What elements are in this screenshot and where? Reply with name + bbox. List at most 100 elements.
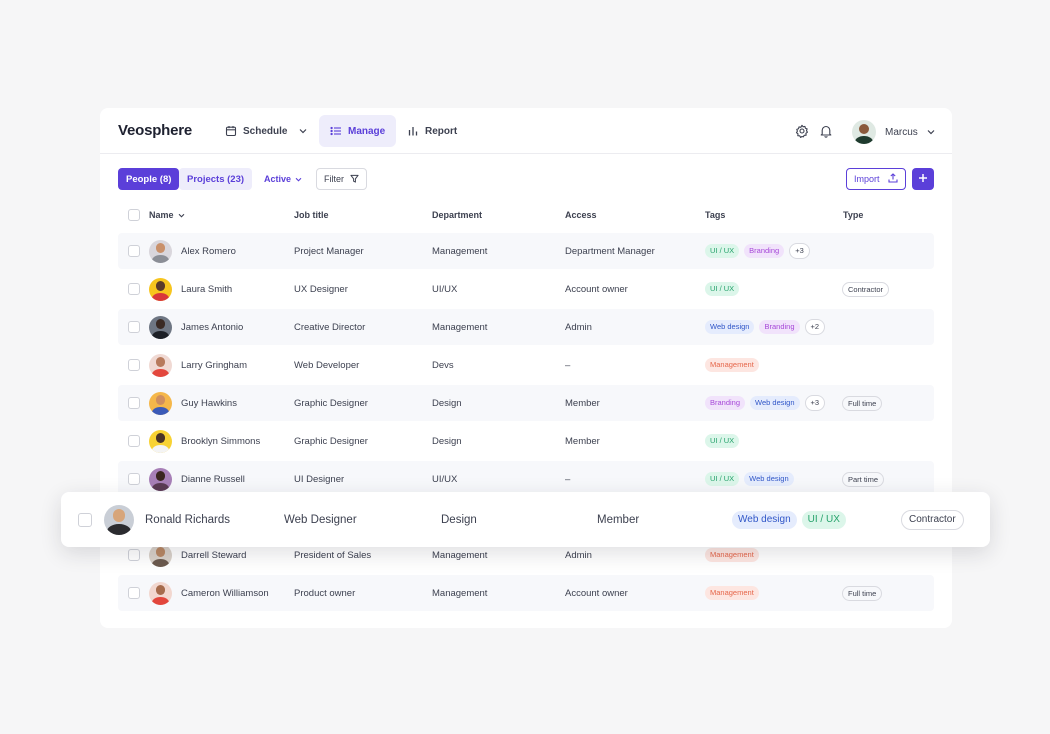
row-access: –: [565, 359, 571, 371]
row-job-title: Creative Director: [294, 321, 366, 333]
chevron-down-icon: [299, 128, 307, 134]
add-button[interactable]: [912, 168, 934, 190]
app-logo[interactable]: Veosphere: [118, 122, 193, 139]
row-department: Management: [432, 245, 488, 257]
avatar: [149, 239, 172, 263]
plus-icon: [918, 170, 928, 188]
row-checkbox[interactable]: [128, 435, 140, 447]
row-name: Guy Hawkins: [181, 397, 237, 409]
table-row[interactable]: Guy Hawkins Graphic Designer Design Member B…: [118, 385, 934, 421]
tag-web-design: Web design: [705, 320, 755, 334]
table-row[interactable]: Brooklyn Simmons Graphic Designer Design Me…: [118, 423, 934, 459]
column-header-job-title[interactable]: Job title: [294, 210, 329, 220]
row-name: Alex Romero: [181, 245, 236, 257]
column-header-access[interactable]: Access: [565, 210, 597, 220]
column-header-type[interactable]: Type: [843, 210, 864, 220]
row-job-title: Graphic Designer: [294, 435, 368, 447]
user-menu[interactable]: Marcus: [852, 120, 935, 144]
row-access: Department Manager: [565, 245, 655, 257]
row-name: Larry Gringham: [181, 359, 247, 371]
tag-more-count[interactable]: +3: [804, 395, 826, 411]
row-checkbox[interactable]: [128, 283, 140, 295]
avatar: [149, 353, 172, 377]
row-department: Management: [432, 321, 488, 333]
table-toolbar: People (8) Projects (23) Active Filter I…: [118, 168, 934, 190]
column-header-department[interactable]: Department: [432, 210, 483, 220]
row-name: James Antonio: [181, 321, 244, 333]
calendar-icon: [225, 125, 237, 137]
row-access: –: [565, 473, 571, 485]
tag-ui-ux: UI / UX: [705, 282, 740, 296]
tag-web-design: Web design: [744, 472, 794, 486]
row-checkbox[interactable]: [128, 245, 140, 257]
row-access: Account owner: [565, 283, 628, 295]
filter-label: Filter: [324, 174, 344, 184]
avatar: [149, 429, 172, 453]
row-checkbox[interactable]: [128, 359, 140, 371]
table-row[interactable]: Dianne Russell UI Designer UI/UX – UI / UX We…: [118, 461, 934, 497]
table-header: Name Job title Department Access Tags Ty…: [118, 205, 934, 225]
row-department: Devs: [432, 359, 454, 371]
row-access: Admin: [565, 321, 592, 333]
row-name: Laura Smith: [181, 283, 233, 295]
row-checkbox[interactable]: [128, 473, 140, 485]
row-name: Cameron Williamson: [181, 587, 269, 599]
row-name: Ronald Richards: [145, 513, 231, 526]
tag-more-count[interactable]: +2: [804, 319, 826, 335]
table-row[interactable]: Alex Romero Project Manager Management Depa…: [118, 233, 934, 269]
column-header-name[interactable]: Name: [149, 205, 185, 225]
row-job-title: UX Designer: [294, 283, 348, 295]
row-job-title: Web Developer: [294, 359, 360, 371]
avatar: [149, 581, 172, 605]
avatar: [149, 467, 172, 491]
row-department: Design: [441, 513, 477, 526]
row-job-title: Project Manager: [294, 245, 364, 257]
tab-people[interactable]: People (8): [118, 168, 180, 190]
row-access: Admin: [565, 549, 592, 561]
dragged-table-row[interactable]: Ronald Richards Web Designer Design Memb…: [61, 492, 990, 547]
row-checkbox[interactable]: [78, 512, 92, 527]
table-row[interactable]: James Antonio Creative Director Management…: [118, 309, 934, 345]
user-name: Marcus: [885, 126, 918, 138]
row-checkbox[interactable]: [128, 549, 140, 561]
table-row[interactable]: Darrell Steward President of Sales Managem…: [118, 537, 934, 573]
row-checkbox[interactable]: [128, 587, 140, 599]
table-row[interactable]: Cameron Williamson Product owner Managemen…: [118, 575, 934, 611]
top-navigation-bar: Veosphere Schedule Manage Report: [100, 108, 952, 154]
select-all-checkbox[interactable]: [128, 209, 140, 221]
column-header-name-label: Name: [149, 210, 174, 220]
nav-schedule[interactable]: Schedule: [214, 115, 318, 147]
bell-icon[interactable]: [819, 124, 833, 138]
import-button[interactable]: Import: [846, 168, 906, 190]
tag-management: Management: [705, 358, 759, 372]
tag-branding: Branding: [759, 320, 800, 334]
tag-ui-ux: UI / UX: [801, 510, 846, 529]
row-name: Brooklyn Simmons: [181, 435, 261, 447]
row-department: UI/UX: [432, 283, 458, 295]
nav-report[interactable]: Report: [396, 115, 468, 147]
filter-button[interactable]: Filter: [316, 168, 367, 190]
table-row[interactable]: Larry Gringham Web Developer Devs – Manageme…: [118, 347, 934, 383]
tag-management: Management: [705, 548, 759, 562]
tag-management: Management: [705, 586, 759, 600]
row-department: UI/UX: [432, 473, 458, 485]
row-access: Member: [565, 435, 600, 447]
tag-branding: Branding: [705, 396, 746, 410]
tag-web-design: Web design: [732, 510, 797, 529]
avatar: [104, 504, 134, 535]
table-row[interactable]: Laura Smith UX Designer UI/UX Account owner…: [118, 271, 934, 307]
column-header-tags[interactable]: Tags: [705, 210, 726, 220]
active-status-label: Active: [264, 174, 292, 184]
tag-ui-ux: UI / UX: [705, 434, 740, 448]
type-badge: Full time: [842, 585, 883, 601]
active-status-dropdown[interactable]: Active: [264, 168, 302, 190]
type-badge: Full time: [842, 395, 883, 411]
row-checkbox[interactable]: [128, 397, 140, 409]
row-department: Management: [432, 587, 488, 599]
gear-icon[interactable]: [795, 124, 809, 138]
nav-manage[interactable]: Manage: [319, 115, 397, 147]
tag-more-count[interactable]: +3: [789, 243, 810, 259]
tab-projects[interactable]: Projects (23): [179, 168, 253, 190]
row-checkbox[interactable]: [128, 321, 140, 333]
tag-branding: Branding: [744, 244, 785, 258]
